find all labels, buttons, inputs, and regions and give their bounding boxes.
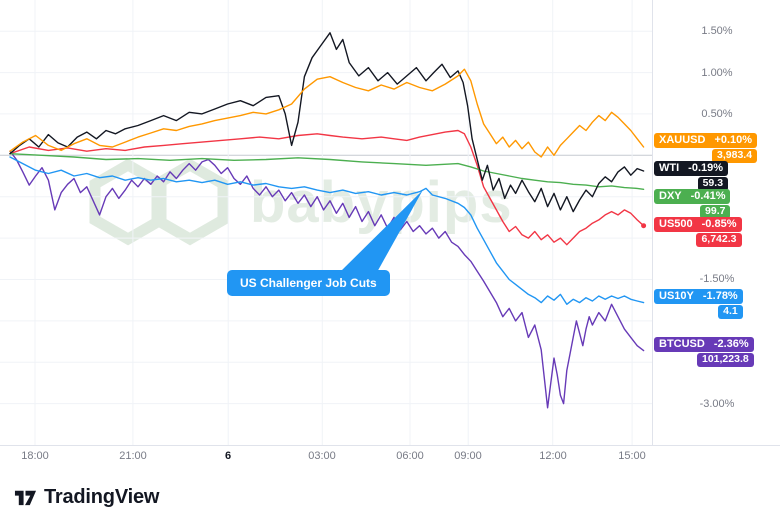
x-axis-label: 6 — [224, 450, 232, 462]
y-axis-label: 1.50% — [701, 25, 733, 37]
price-labels: XAUUSD +0.10% 3,983.4 WTI -0.19% 59.3 DXY -0.41… — [654, 0, 780, 445]
time-scale[interactable]: 18:00 21:00 6 03:00 06:00 09:00 12:00 15:00 — [0, 445, 780, 469]
change-percent: +0.10% — [714, 134, 753, 146]
y-axis-label: -3.00% — [699, 398, 735, 410]
x-axis-label: 03:00 — [308, 450, 336, 462]
y-axis-label: -1.50% — [699, 273, 735, 285]
series-line-BTCUSD[interactable] — [9, 150, 645, 409]
change-percent: -0.85% — [701, 218, 737, 230]
price-label-BTCUSD[interactable]: BTCUSD -2.36% 101,223.8 — [654, 337, 754, 367]
babypips-hexagons-icon — [89, 158, 229, 246]
last-price: 59.3 — [697, 177, 729, 191]
symbol-name: BTCUSD — [659, 338, 705, 350]
price-label-US10Y[interactable]: US10Y -1.78% 4.1 — [654, 289, 743, 319]
symbol-name: US500 — [659, 218, 693, 230]
tradingview-logo-icon — [14, 490, 37, 505]
series-line-US500[interactable] — [9, 129, 645, 246]
series-line-DXY[interactable] — [9, 152, 645, 191]
change-percent: -2.36% — [713, 338, 749, 350]
price-label-DXY[interactable]: DXY -0.41% 99.7 — [654, 189, 731, 219]
last-price: 101,223.8 — [696, 353, 754, 367]
tradingview-logo-text: TradingView — [44, 485, 160, 508]
change-percent: -0.19% — [688, 162, 724, 174]
last-price: 3,983.4 — [712, 149, 758, 163]
last-price: 4.1 — [718, 305, 743, 319]
symbol-name: XAUUSD — [659, 134, 706, 146]
price-label-XAUUSD[interactable]: XAUUSD +0.10% 3,983.4 — [654, 133, 758, 163]
y-axis-label: 1.00% — [701, 67, 733, 79]
price-label-US500[interactable]: US500 -0.85% 6,742.3 — [654, 217, 742, 247]
last-value-dot-US500 — [641, 223, 647, 229]
x-axis-label: 15:00 — [618, 450, 646, 462]
symbol-name: WTI — [659, 162, 680, 174]
x-axis-label: 12:00 — [539, 450, 567, 462]
y-axis-label: 0.50% — [701, 108, 733, 120]
x-axis-label: 09:00 — [454, 450, 482, 462]
news-callout[interactable]: US Challenger Job Cuts — [227, 270, 390, 296]
price-label-WTI[interactable]: WTI -0.19% 59.3 — [654, 161, 729, 191]
last-price: 6,742.3 — [696, 233, 742, 247]
branding-bar: TradingView — [0, 468, 780, 526]
news-callout-text: US Challenger Job Cuts — [240, 276, 377, 290]
news-callout-pointer[interactable] — [338, 190, 423, 274]
change-percent: -1.78% — [702, 290, 738, 302]
symbol-name: DXY — [659, 190, 682, 202]
series-line-XAUUSD[interactable] — [9, 68, 645, 158]
symbol-name: US10Y — [659, 290, 694, 302]
tradingview-logo[interactable]: TradingView — [14, 486, 159, 509]
series-line-US10Y[interactable] — [9, 156, 645, 305]
chart-canvas[interactable] — [0, 0, 780, 470]
x-axis-label: 21:00 — [119, 450, 147, 462]
series-line-WTI[interactable] — [9, 32, 645, 213]
last-price: 99.7 — [700, 205, 731, 219]
x-axis-label: 06:00 — [396, 450, 424, 462]
x-axis-label: 18:00 — [21, 450, 49, 462]
price-scale[interactable]: 1.50% 1.00% 0.50% -1.50% -3.00% — [652, 0, 780, 445]
change-percent: -0.41% — [690, 190, 726, 202]
